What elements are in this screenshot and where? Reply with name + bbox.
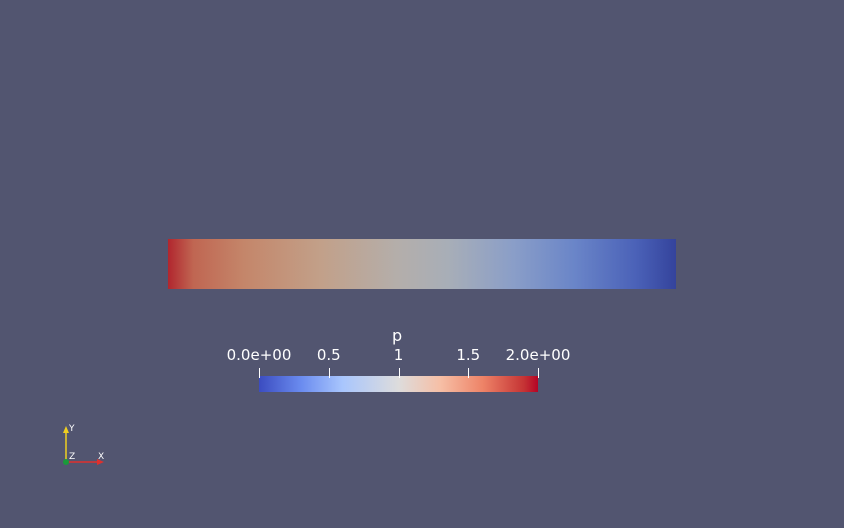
colorbar-gradient[interactable] — [259, 376, 538, 392]
x-axis-arrow — [97, 459, 104, 465]
pressure-field-geometry[interactable] — [168, 239, 676, 289]
x-axis-label: X — [98, 452, 105, 462]
y-axis-label: Y — [69, 424, 75, 434]
z-axis-label: Z — [69, 452, 76, 462]
y-axis-arrow — [63, 426, 69, 433]
colorbar-tick-label: 0.0e+00 — [226, 346, 292, 364]
colorbar-title: p — [392, 326, 403, 345]
colorbar-tick-mark — [399, 368, 400, 378]
z-axis-dot — [63, 459, 69, 465]
orientation-axes: Y Z X — [56, 422, 112, 470]
colorbar-tick-label: 2.0e+00 — [505, 346, 571, 364]
colorbar-tick-mark — [259, 368, 260, 378]
colorbar-tick-label: 0.5 — [316, 346, 341, 364]
colorbar-tick-mark — [329, 368, 330, 378]
colorbar-tick-label: 1 — [393, 346, 404, 364]
colorbar-tick-mark — [468, 368, 469, 378]
axes-triad-icon — [63, 426, 104, 465]
colorbar-tick-label: 1.5 — [456, 346, 481, 364]
colorbar-tick-mark — [538, 368, 539, 378]
